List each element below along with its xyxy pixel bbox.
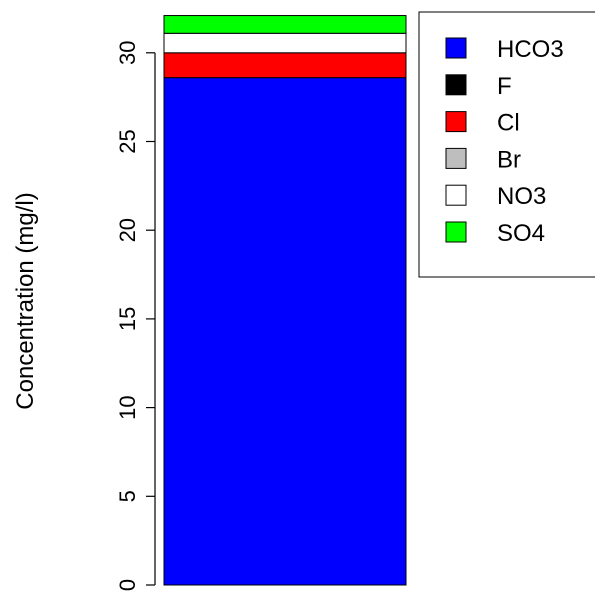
y-tick-label: 0 <box>115 579 140 591</box>
y-tick-label: 20 <box>115 218 140 242</box>
legend-label-f: F <box>497 73 512 100</box>
y-tick-label: 15 <box>115 307 140 331</box>
legend-label-br: Br <box>497 146 521 173</box>
legend-label-so4: SO4 <box>497 220 545 247</box>
legend-swatch-f <box>445 74 467 96</box>
legend-swatch-hco3 <box>445 37 467 59</box>
legend-label-cl: Cl <box>497 110 520 137</box>
bar-segment-no3 <box>163 32 407 54</box>
bar-segment-so4 <box>163 15 407 34</box>
bar-segments <box>163 15 407 586</box>
bar-segment-hco3 <box>163 77 407 586</box>
legend-swatch-cl <box>445 111 467 133</box>
legend-label-no3: NO3 <box>497 183 546 210</box>
y-axis-title: Concentration (mg/l) <box>12 192 39 409</box>
legend-swatch-so4 <box>445 221 467 243</box>
bar-segment-cl <box>163 52 407 79</box>
y-axis: 0 5 10 15 20 25 30 <box>115 41 156 591</box>
y-tick-label: 10 <box>115 395 140 419</box>
legend-swatch-br <box>445 147 467 169</box>
y-tick-label: 30 <box>115 41 140 65</box>
y-tick-label: 5 <box>115 490 140 502</box>
legend: HCO3 F Cl Br NO3 SO4 <box>418 11 595 278</box>
legend-swatch-no3 <box>445 184 467 206</box>
legend-label-hco3: HCO3 <box>497 36 564 63</box>
y-tick-label: 25 <box>115 129 140 153</box>
